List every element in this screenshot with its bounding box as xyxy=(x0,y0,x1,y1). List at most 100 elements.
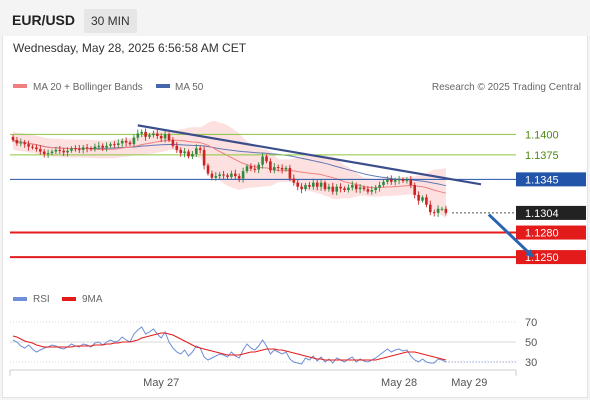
candle xyxy=(39,145,42,155)
candle-body xyxy=(386,179,389,182)
moving-averages xyxy=(12,139,447,194)
candle xyxy=(436,205,440,217)
candle xyxy=(62,148,65,156)
candle-body xyxy=(444,208,448,213)
candle xyxy=(50,149,54,156)
candle xyxy=(234,169,237,180)
candle-body xyxy=(339,186,342,189)
candle xyxy=(288,164,292,182)
candle-body xyxy=(105,145,108,148)
rsi-tick-label: 30 xyxy=(525,357,537,369)
candle-body xyxy=(358,187,362,190)
candle xyxy=(312,178,315,190)
candle-body xyxy=(191,154,194,157)
candle-body xyxy=(393,180,397,182)
candle-body xyxy=(19,142,23,144)
bollinger-band-area xyxy=(13,121,446,219)
candle xyxy=(241,167,245,183)
candle-body xyxy=(117,143,120,145)
resistance-label-1400: 1.1400 xyxy=(525,129,559,141)
rsi-legend-swatch xyxy=(13,297,27,301)
candle xyxy=(351,181,354,191)
candle xyxy=(257,162,260,174)
candle-body xyxy=(261,156,264,165)
candle-body xyxy=(124,140,128,143)
candle xyxy=(35,144,38,152)
candle-body xyxy=(66,150,69,153)
ma20-legend-label: MA 20 + Bollinger Bands xyxy=(33,82,143,93)
rsi-gridlines: 30 50 70 xyxy=(10,317,537,369)
candle-body xyxy=(39,149,42,152)
candle xyxy=(386,176,389,185)
candle xyxy=(46,149,50,159)
candle-body xyxy=(308,185,311,187)
candle xyxy=(70,146,73,153)
candle-body xyxy=(120,140,124,144)
candle-body xyxy=(210,173,214,178)
candle xyxy=(292,174,296,186)
candle xyxy=(432,209,436,217)
candle-body xyxy=(269,161,272,171)
candle xyxy=(354,182,358,193)
candle xyxy=(128,140,132,147)
chart-timestamp: Wednesday, May 28, 2025 6:56:58 AM CET xyxy=(13,41,247,55)
candle xyxy=(152,130,155,138)
candle-body xyxy=(46,153,50,155)
candle xyxy=(105,142,108,152)
candle-body xyxy=(81,147,85,150)
candle-body xyxy=(35,147,38,150)
candle xyxy=(331,182,335,195)
candle xyxy=(276,164,280,172)
candle-body xyxy=(179,149,182,154)
candle-body xyxy=(156,133,159,136)
candle-body xyxy=(132,137,136,145)
rsi-panel xyxy=(12,326,516,365)
candle-body xyxy=(58,149,62,151)
candle-body xyxy=(245,166,249,172)
candle-body xyxy=(241,171,245,179)
bearish-trendline xyxy=(137,124,482,186)
candle-body xyxy=(113,144,116,146)
candle-body xyxy=(265,156,268,162)
candle xyxy=(31,144,34,150)
candle xyxy=(362,185,366,192)
candle xyxy=(218,171,221,180)
candle-body xyxy=(405,180,409,182)
candle-body xyxy=(226,175,229,177)
candle-body xyxy=(27,144,30,147)
candle xyxy=(202,146,206,170)
candle-body xyxy=(397,179,401,181)
candle xyxy=(378,181,381,192)
candle-body xyxy=(315,182,319,187)
candle xyxy=(74,145,77,152)
candle-body xyxy=(436,208,440,213)
candle-body xyxy=(429,204,432,213)
candle-body xyxy=(335,186,338,192)
candle xyxy=(42,149,46,158)
candle xyxy=(308,182,311,190)
candle xyxy=(269,158,272,173)
candle xyxy=(304,183,307,192)
candle xyxy=(444,205,448,216)
candle xyxy=(156,129,159,140)
rsi-ma-line xyxy=(12,332,447,361)
candle-body xyxy=(234,173,237,177)
timeframe-button[interactable]: 30 MIN xyxy=(84,9,137,33)
candle xyxy=(113,141,116,148)
support-label-1280: 1.1280 xyxy=(525,228,559,240)
candle xyxy=(370,185,374,195)
candle-body xyxy=(187,151,190,157)
candle xyxy=(335,184,338,196)
candle-body xyxy=(284,167,288,170)
candle-body xyxy=(362,187,366,190)
candle-body xyxy=(280,167,284,170)
candle xyxy=(339,183,342,193)
candle xyxy=(401,177,405,184)
candle-body xyxy=(249,166,253,169)
candle xyxy=(226,173,229,179)
candle-body xyxy=(11,136,15,141)
candlesticks xyxy=(11,128,448,217)
candle-body xyxy=(374,187,377,190)
candle-body xyxy=(304,185,307,190)
candle xyxy=(245,164,249,174)
